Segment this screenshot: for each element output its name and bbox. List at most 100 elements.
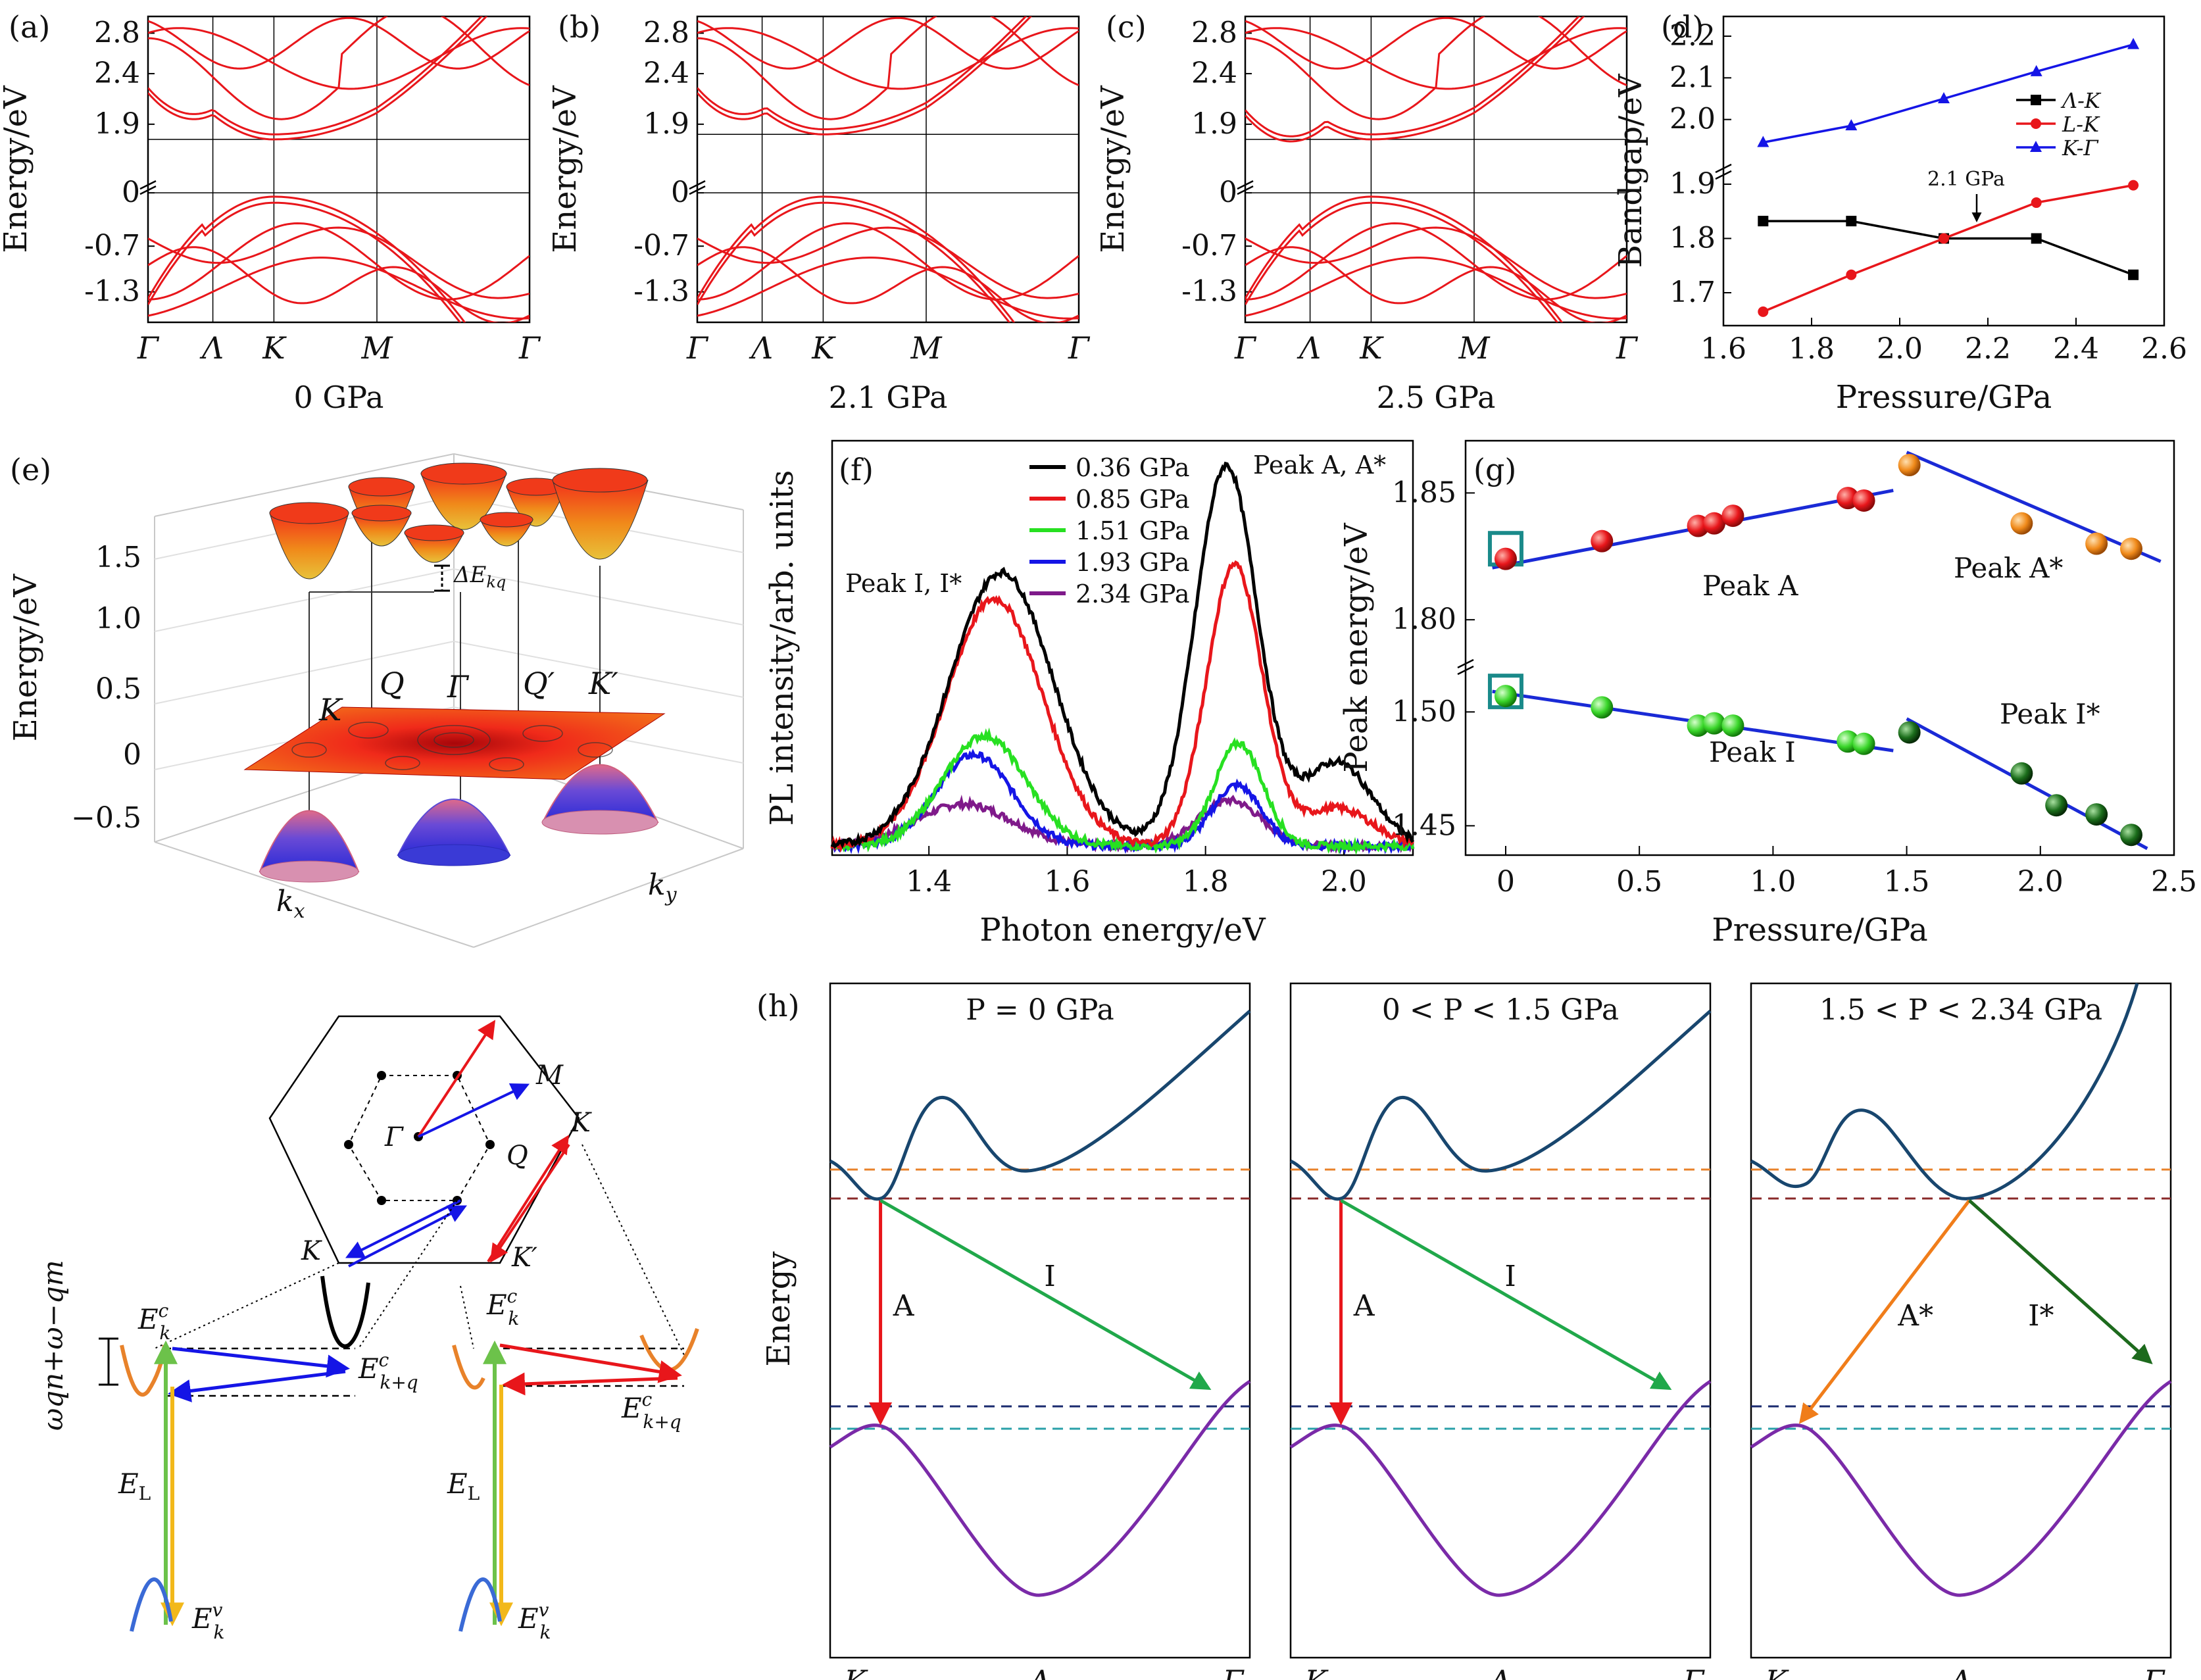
band-frame: [1244, 15, 1628, 324]
panel-label-f: (f): [839, 452, 874, 487]
x-tick-label: 1.8: [1789, 332, 1835, 366]
series-annotation: Peak I: [1709, 736, 1796, 768]
spectrum-line: [830, 461, 1415, 849]
y-tick-label: 1.7: [1669, 276, 1716, 309]
data-point: [2119, 824, 2142, 847]
bz-label-k-left: K: [301, 1236, 322, 1266]
bz-arrow-gamma-m: [418, 1083, 530, 1138]
k-point-label: Λ: [199, 330, 224, 366]
bz-label-q: Q: [507, 1141, 528, 1171]
legend-label: 1.93 GPa: [1076, 548, 1190, 577]
bz-hexagon: [268, 1015, 580, 1264]
conduction-band: [697, 16, 1033, 136]
x-tick-label: K: [843, 1664, 868, 1680]
valence-band: [697, 257, 1079, 320]
legend-label: L-K: [2062, 112, 2100, 137]
panel-label-d: (d): [1661, 9, 1704, 45]
x-tick-label: Γ: [1222, 1664, 1245, 1680]
transition-subpanel: P = 0 GPa K Λ Γ A I: [829, 982, 1251, 1680]
k-point-label: Γ: [518, 330, 541, 366]
series-line: [1763, 220, 2134, 276]
k-point-label: K: [1359, 330, 1384, 366]
bz-label-k-prime: K′: [511, 1243, 537, 1273]
band-structure-panel-a: (a) 2.8 2.4 1.9 0 -0.7 -1.3 Energy/eV Γ Λ K M Γ 0 GP…: [0, 9, 541, 415]
schematic-ekv-left: Ev k: [191, 1599, 224, 1643]
schematic-el-left: EL: [118, 1468, 151, 1504]
schematic-omega-label: ωqn+ω−qm: [37, 1260, 69, 1431]
data-point-triangle: [1938, 92, 1950, 103]
panel-label-a: (a): [9, 9, 50, 45]
transition-Astar-arrow: [1798, 1199, 1971, 1424]
legend-label: 0.36 GPa: [1076, 453, 1190, 482]
k-point-label: Γ: [1068, 330, 1091, 366]
schematic-right-conduction-band-2: [639, 1328, 699, 1372]
transition-Istar-arrow: [1968, 1199, 2153, 1364]
legend-label: K-Γ: [2062, 136, 2099, 161]
schematic-black-band: [320, 1275, 370, 1348]
data-point-square: [1846, 216, 1857, 227]
x-tick-label: 2.0: [1877, 332, 1923, 366]
y-tick-label: 2.4: [643, 57, 689, 90]
subpanel-title: P = 0 GPa: [966, 993, 1114, 1027]
panel-e-ytick: 1.0: [95, 602, 141, 635]
schematic-el-right: EL: [447, 1468, 480, 1504]
schematic-ekv-right: Ev k: [518, 1599, 551, 1643]
y-tick-label: -1.3: [1181, 275, 1237, 309]
data-point: [2119, 537, 2142, 560]
panel-e-y-ticks: 1.5 1.0 0.5 0 −0.5: [71, 541, 141, 835]
data-point: [2085, 532, 2108, 555]
conduction-band: [148, 27, 530, 90]
valence-band: [697, 222, 1079, 301]
data-point-triangle: [1757, 136, 1769, 147]
bz-label-gamma: Γ: [384, 1122, 404, 1152]
series-annotation: Peak A: [1702, 570, 1798, 602]
x-tick-label: 2.2: [1965, 332, 2011, 366]
data-point: [1852, 732, 1875, 755]
data-point-triangle: [1845, 119, 1858, 131]
data-point: [2010, 762, 2033, 785]
data-point: [1591, 530, 1614, 553]
transition-subpanel: 0 < P < 1.5 GPa K Λ Γ A I: [1289, 982, 1712, 1680]
panel-h-y-axis-title: Energy: [760, 1251, 797, 1366]
conduction-band: [697, 16, 1027, 130]
panel-e-y-axis-title: Energy/eV: [7, 573, 44, 741]
conduction-band: [1289, 1010, 1712, 1201]
y-tick-label: -0.7: [84, 229, 140, 262]
y-tick-label: 2.8: [94, 16, 140, 49]
band-structure-panel-c: (c) 2.8 2.4 1.9 0 -0.7 -1.3 Energy/eV Γ Λ K M Γ 2.5 …: [1095, 9, 1639, 415]
k-point-label: Γ: [1234, 330, 1257, 366]
y-tick-label: 1.9: [643, 107, 689, 141]
legend-marker: [2031, 118, 2041, 129]
schematic-right-valence-band: [458, 1577, 502, 1632]
k-point-label: Γ: [137, 330, 160, 366]
data-point: [1898, 721, 1921, 744]
k-point-label: K: [811, 330, 836, 366]
data-point: [1852, 489, 1875, 512]
bz-label-k-top: K: [570, 1108, 592, 1138]
highlight-square: [1487, 674, 1523, 710]
x-tick-label: 0: [1496, 865, 1515, 899]
schematic-ekqc-right: Ec k+q: [621, 1389, 681, 1433]
valence-band: [1245, 201, 1559, 322]
x-tick-label: 2.5: [2151, 865, 2197, 899]
transition-I-arrow: [879, 1198, 1212, 1390]
panel-label-h: (h): [756, 988, 800, 1024]
bz-arrow-kprime-red-1: [487, 1135, 570, 1263]
axis-break-mark: [1457, 658, 1474, 676]
legend-marker: [2030, 141, 2042, 152]
valence-band: [1245, 257, 1627, 320]
x-tick-label: 1.8: [1183, 865, 1229, 899]
subpanel-title: 1.5 < P < 2.34 GPa: [1819, 993, 2102, 1027]
x-tick-label: 2.0: [1321, 865, 1367, 899]
panel-e-conduction-cones: [269, 462, 649, 580]
data-point: [1591, 696, 1614, 719]
schematic-ekqc-left: Ec k+q: [358, 1349, 418, 1393]
transition-schematic-panel-h: (h) Energy P = 0 GPaKΛΓAI0 < P < 1.5 GPa…: [756, 982, 2172, 1680]
plot-frame: [1464, 439, 2175, 856]
transition-Astar-label: A*: [1897, 1299, 1933, 1333]
x-tick-label: K: [1764, 1664, 1789, 1680]
k-point-label: M: [360, 330, 393, 366]
y-tick-label: 2.2: [1669, 19, 1716, 53]
x-tick-label: Λ: [1947, 1664, 1971, 1680]
valence-band: [148, 226, 530, 299]
